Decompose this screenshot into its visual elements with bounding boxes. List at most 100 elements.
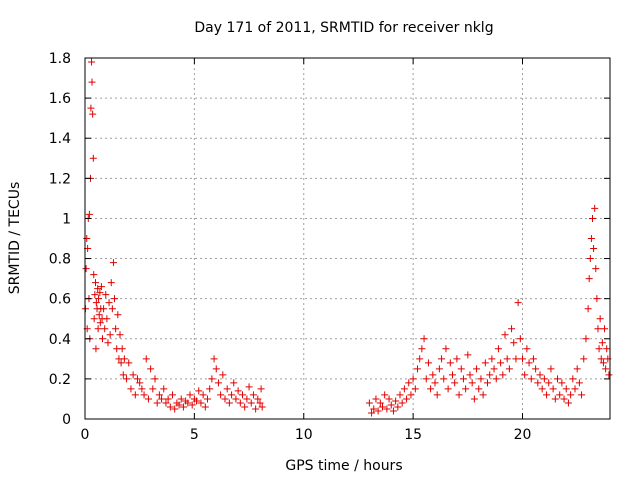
data-point xyxy=(440,375,448,383)
data-point xyxy=(247,399,255,407)
data-point xyxy=(578,391,586,399)
data-point xyxy=(571,385,579,393)
data-point xyxy=(396,391,404,399)
data-point xyxy=(560,395,568,403)
data-point xyxy=(193,397,201,405)
data-point xyxy=(446,359,454,367)
data-point xyxy=(481,359,489,367)
data-point xyxy=(117,359,125,367)
x-tick-label: 5 xyxy=(190,427,199,443)
data-point xyxy=(547,365,555,373)
data-point xyxy=(523,345,531,353)
data-point xyxy=(505,365,513,373)
data-point xyxy=(118,345,126,353)
data-point xyxy=(501,331,509,339)
data-point xyxy=(88,58,96,66)
data-point xyxy=(475,385,483,393)
data-point xyxy=(470,395,478,403)
data-point xyxy=(455,391,463,399)
axis-ticks xyxy=(84,57,610,420)
data-point xyxy=(102,291,110,299)
data-point xyxy=(585,275,593,283)
data-point xyxy=(105,299,113,307)
data-point xyxy=(540,375,548,383)
data-point xyxy=(370,405,378,413)
data-point xyxy=(92,345,100,353)
data-point xyxy=(464,351,472,359)
data-point xyxy=(112,325,120,333)
data-point xyxy=(411,385,419,393)
data-point xyxy=(536,371,544,379)
data-point xyxy=(602,365,610,373)
data-point xyxy=(100,305,108,313)
data-point xyxy=(603,345,611,353)
data-point xyxy=(225,399,233,407)
data-point xyxy=(529,355,537,363)
data-point xyxy=(433,391,441,399)
data-point xyxy=(459,375,467,383)
data-point xyxy=(494,345,502,353)
data-point xyxy=(435,365,443,373)
data-point xyxy=(527,375,535,383)
y-tick-label: 0 xyxy=(62,412,71,428)
data-point xyxy=(376,399,384,407)
data-point xyxy=(575,379,583,387)
data-point xyxy=(567,391,575,399)
x-tick-labels: 0 5 10 15 20 xyxy=(81,427,532,443)
data-point xyxy=(422,375,430,383)
data-point xyxy=(405,379,413,387)
data-point xyxy=(99,335,106,343)
data-point xyxy=(249,391,257,399)
data-point xyxy=(195,387,203,395)
data-point xyxy=(473,365,481,373)
data-point xyxy=(398,399,406,407)
data-points xyxy=(81,58,613,417)
data-point xyxy=(171,405,179,413)
data-point xyxy=(392,397,400,405)
data-point xyxy=(429,371,437,379)
data-point xyxy=(186,391,194,399)
data-point xyxy=(368,409,376,417)
data-point xyxy=(85,210,93,218)
data-point xyxy=(564,399,572,407)
data-point xyxy=(534,379,542,387)
data-point xyxy=(245,383,253,391)
x-tick-label: 0 xyxy=(81,427,90,443)
data-point xyxy=(596,315,604,323)
data-point xyxy=(90,271,98,279)
data-point xyxy=(103,315,111,323)
data-point xyxy=(403,395,411,403)
data-point xyxy=(144,395,152,403)
data-point xyxy=(131,391,139,399)
data-point xyxy=(407,391,415,399)
data-point xyxy=(569,375,577,383)
data-point xyxy=(149,385,157,393)
data-point xyxy=(212,365,220,373)
data-point xyxy=(400,385,408,393)
data-point xyxy=(155,391,163,399)
data-point xyxy=(427,385,435,393)
data-point xyxy=(420,335,428,343)
data-point xyxy=(512,355,520,363)
data-point xyxy=(503,355,511,363)
data-point xyxy=(532,365,540,373)
data-point xyxy=(484,379,491,387)
x-tick-label: 10 xyxy=(295,427,313,443)
data-point xyxy=(438,355,446,363)
data-point xyxy=(525,359,533,367)
data-point xyxy=(114,311,122,319)
data-point xyxy=(123,375,131,383)
data-point xyxy=(162,399,170,407)
data-point xyxy=(409,375,417,383)
data-point xyxy=(164,395,172,403)
data-point xyxy=(597,355,605,363)
data-point xyxy=(151,375,159,383)
data-point xyxy=(492,375,500,383)
data-point xyxy=(449,371,456,379)
data-point xyxy=(499,371,507,379)
data-point xyxy=(554,375,561,383)
data-point xyxy=(104,339,112,347)
grid-lines xyxy=(85,58,610,419)
data-point xyxy=(594,325,602,333)
